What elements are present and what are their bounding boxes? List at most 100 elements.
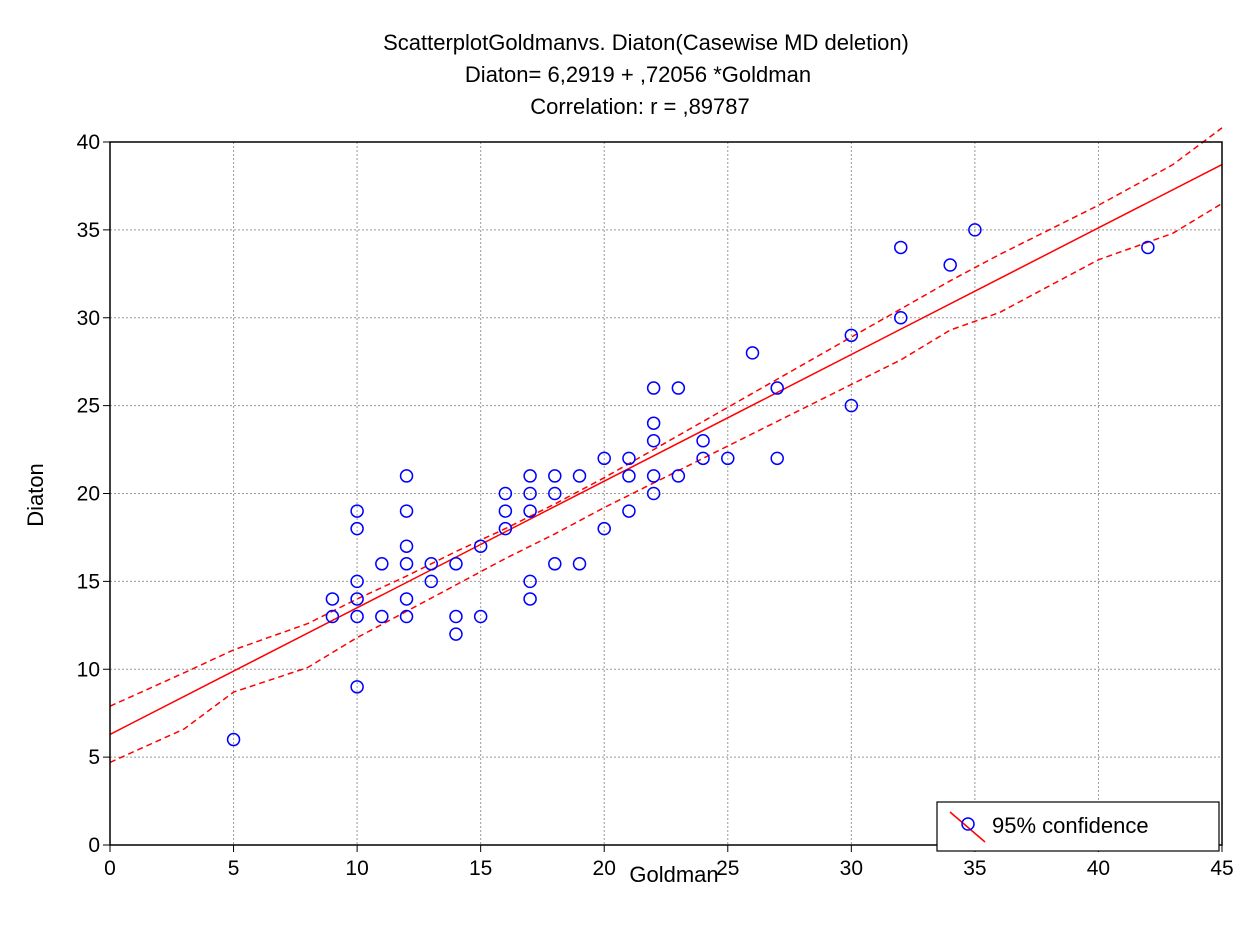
data-point [375, 557, 389, 571]
data-point [399, 592, 414, 606]
x-tick-label: 10 [345, 857, 368, 880]
legend-marker-swatch [961, 817, 975, 831]
y-axis-ticks: 0 5 10 15 20 25 30 35 40 [77, 131, 110, 857]
data-point [671, 381, 686, 395]
chart-subtitle-correlation: Correlation: r = ,89787 [530, 94, 750, 119]
y-tick-label: 15 [77, 570, 100, 593]
data-point [325, 592, 340, 606]
data-point [622, 469, 636, 483]
data-point [572, 557, 587, 571]
data-point [449, 627, 463, 641]
y-tick-label: 20 [77, 483, 100, 506]
x-tick-label: 25 [716, 857, 739, 880]
x-tick-label: 15 [469, 857, 492, 880]
y-tick-label: 35 [77, 219, 100, 242]
data-point [350, 609, 364, 624]
data-point [350, 592, 364, 606]
data-point [770, 451, 784, 466]
x-tick-label: 40 [1087, 857, 1110, 880]
legend-line-swatch [949, 811, 986, 843]
y-axis-label: Diaton [23, 463, 48, 527]
data-point [375, 609, 389, 624]
data-point [498, 486, 513, 501]
data-point [523, 469, 537, 483]
data-point [597, 451, 611, 466]
data-point [548, 486, 562, 501]
data-point [473, 539, 488, 553]
data-point [523, 504, 537, 518]
data-point [622, 451, 636, 466]
data-point [325, 609, 340, 624]
data-point [646, 469, 661, 483]
y-tick-label: 25 [77, 395, 100, 418]
y-tick-label: 30 [77, 307, 100, 330]
data-point [943, 258, 957, 272]
confidence-band-lower [109, 202, 1223, 764]
data-point [548, 557, 562, 571]
data-point [548, 469, 562, 483]
x-tick-label: 20 [593, 857, 616, 880]
data-point [844, 328, 859, 343]
data-point [646, 416, 661, 430]
data-point [350, 504, 364, 518]
legend-box [936, 801, 1220, 852]
data-point [745, 346, 760, 360]
data-point [646, 381, 661, 395]
confidence-band-upper [109, 127, 1223, 707]
data-point [671, 469, 686, 483]
x-tick-label: 35 [963, 857, 986, 880]
data-point [473, 609, 488, 624]
data-point [424, 557, 438, 571]
data-point [523, 574, 537, 589]
data-point [622, 504, 636, 518]
data-points [226, 223, 1155, 747]
grid-lines [110, 142, 1222, 845]
confidence-band [109, 127, 1223, 764]
data-point [646, 486, 661, 501]
data-point [350, 521, 364, 536]
data-point [894, 240, 908, 255]
data-point [721, 451, 735, 466]
data-point [350, 574, 364, 589]
data-point [424, 574, 438, 589]
data-point [770, 381, 784, 395]
data-point [226, 732, 241, 747]
data-point [523, 592, 537, 606]
data-point [449, 557, 463, 571]
x-tick-label: 0 [104, 857, 116, 880]
data-point [399, 539, 414, 553]
data-point [399, 609, 414, 624]
y-tick-label: 40 [77, 131, 100, 154]
x-axis-label: Goldman [629, 862, 718, 887]
data-point [572, 469, 587, 483]
data-point [498, 521, 513, 536]
chart-title: ScatterplotGoldmanvs. Diaton(Casewise MD… [383, 30, 909, 55]
y-tick-label: 5 [88, 746, 100, 769]
regression-line-group [109, 163, 1223, 736]
data-point [498, 504, 513, 518]
legend-label: 95% confidence [992, 813, 1149, 838]
chart-subtitle-equation: Diaton= 6,2919 + ,72056 *Goldman [465, 62, 811, 87]
data-point [894, 311, 908, 325]
y-tick-label: 10 [77, 658, 100, 681]
x-tick-label: 5 [228, 857, 240, 880]
data-point [696, 451, 710, 466]
data-point [399, 557, 414, 571]
data-point [696, 434, 710, 448]
legend: 95% confidence [936, 801, 1220, 852]
regression-line [109, 163, 1223, 736]
x-tick-label: 45 [1210, 857, 1233, 880]
y-tick-label: 0 [88, 834, 100, 857]
x-axis-ticks: 0 5 10 15 20 25 30 35 40 45 [104, 845, 1234, 880]
data-point [646, 434, 661, 448]
data-point [968, 223, 982, 237]
data-point [1141, 240, 1155, 255]
x-tick-label: 30 [840, 857, 863, 880]
data-point [844, 398, 859, 413]
data-point [523, 486, 537, 501]
data-point [597, 521, 611, 536]
data-point [350, 680, 364, 694]
data-point [399, 469, 414, 483]
data-point [449, 609, 463, 624]
